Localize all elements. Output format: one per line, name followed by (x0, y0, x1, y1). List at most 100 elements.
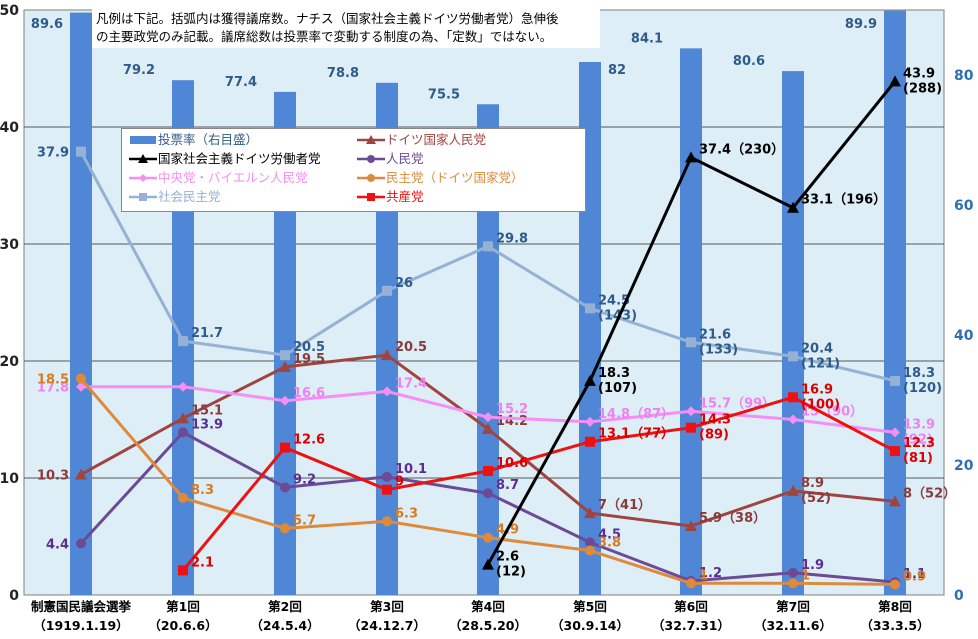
right-axis-tick-label: 40 (954, 328, 974, 344)
series-4-data-label: 18.5 (37, 373, 69, 388)
legend-symbol (357, 135, 385, 144)
series-2-data-label: 15.2 (496, 402, 528, 417)
series-2-point (178, 381, 188, 392)
turnout-bar-label: 79.2 (123, 63, 155, 78)
turnout-bar-label: 75.5 (428, 87, 460, 102)
category-date-label: （24.5.4） (250, 618, 319, 633)
left-axis-tick-label: 40 (0, 120, 19, 136)
category-label: 制憲国民議会選挙 (31, 599, 132, 614)
legend-label: 社会民主党 (158, 189, 221, 204)
legend-item: 国家社会主義ドイツ労働者党 (128, 150, 321, 167)
legend-label: 人民党 (386, 151, 424, 166)
left-axis-tick-label: 20 (0, 354, 19, 370)
series-0-data-label: (121) (801, 356, 840, 371)
series-4-point (788, 578, 798, 589)
series-2-point (76, 381, 86, 392)
legend-label: 中央党・バイエルン人民党 (158, 170, 308, 185)
series-2-data-label: 13.9 (903, 417, 935, 432)
series-6-point (685, 151, 697, 163)
legend-symbol (129, 193, 157, 201)
series-3-point (382, 471, 392, 482)
note-line-2: の主要政党のみ記載。議席総数は投票率で変動する制度の為、「定数」ではない。 (96, 29, 553, 44)
series-0-point (890, 375, 900, 386)
series-6-data-label: 33.1（196） (801, 192, 886, 208)
right-axis-tick-label: 20 (954, 458, 974, 474)
series-2-point (280, 395, 290, 406)
legend-label: 国家社会主義ドイツ労働者党 (158, 151, 321, 166)
series-0-point (178, 336, 188, 347)
series-5-data-label: 2.1 (191, 555, 214, 570)
category-label: 第2回 (268, 599, 302, 614)
series-1-data-label: 7（41） (598, 497, 651, 513)
series-0-point (585, 303, 595, 314)
category-label: 第7回 (776, 599, 810, 614)
series-1-point (584, 507, 596, 519)
series-0-point (483, 241, 493, 252)
turnout-bar-label: 77.4 (225, 75, 257, 90)
category-date-label: （33.3.5） (860, 618, 929, 633)
turnout-bar (274, 91, 296, 596)
turnout-bar-label: 89.6 (31, 17, 63, 32)
category-label: 第6回 (674, 599, 708, 614)
series-5-line (181, 395, 896, 572)
series-2-data-label: 17.4 (395, 376, 427, 391)
series-3-data-label: 13.9 (191, 417, 223, 432)
note-line-1: 凡例は下記。括弧内は獲得議席数。ナチス（国家社会主義ドイツ労働者党）急伸後 (96, 11, 559, 26)
series-1-point (685, 519, 697, 531)
turnout-bar-label: 78.8 (327, 66, 359, 81)
series-0-point (76, 146, 86, 157)
series-2-data-label: (92) (903, 432, 933, 447)
series-0-data-label: 18.3 (903, 366, 935, 381)
series-2-point (788, 414, 798, 425)
legend-item: 中央党・バイエルン人民党 (128, 169, 308, 186)
left-axis-tick-label: 10 (0, 471, 19, 487)
series-3-point (483, 488, 493, 499)
series-3-point (585, 537, 595, 548)
series-1-point (279, 360, 291, 372)
series-3-point (178, 427, 188, 438)
series-2-point (483, 412, 493, 423)
series-0-data-label: 20.5 (293, 340, 325, 355)
series-0-data-label: 26 (395, 276, 413, 291)
category-label: 第3回 (370, 599, 404, 614)
series-4-point (585, 545, 595, 556)
series-5-data-label: 12.6 (293, 433, 325, 448)
series-5-data-label: 13.1（77） (598, 426, 674, 442)
series-3-data-label: 1.9 (801, 558, 824, 573)
right-axis-tick-label: 80 (954, 68, 974, 84)
right-axis-tick-label: 0 (954, 588, 964, 604)
series-3-point (280, 482, 290, 493)
series-6-point (584, 374, 596, 386)
turnout-bar-label: 89.9 (845, 17, 877, 32)
series-4-data-label: 0.9 (903, 569, 926, 584)
turnout-bar-label: 82 (608, 63, 626, 78)
series-5-point (178, 565, 188, 576)
series-3-point (788, 567, 798, 578)
series-1-point (381, 349, 393, 361)
series-1-data-label: (52) (801, 491, 831, 506)
series-5-data-label: 9 (395, 475, 404, 490)
series-6-point (889, 75, 901, 87)
chart-note: 凡例は下記。括弧内は獲得議席数。ナチス（国家社会主義ドイツ労働者党）急伸後 の主… (92, 8, 600, 48)
turnout-bar-label: 80.6 (733, 54, 765, 69)
series-1-data-label: 8（52） (903, 485, 956, 501)
legend-item: 社会民主党 (128, 188, 221, 205)
left-axis-tick-label: 50 (0, 3, 19, 19)
right-axis-tick-label: 60 (954, 198, 974, 214)
series-6-point (482, 558, 494, 570)
series-2-data-label: 16.6 (293, 386, 325, 401)
legend-item: 共産党 (356, 188, 424, 205)
series-0-data-label: 21.6 (699, 327, 731, 342)
series-2-data-label: 17.8 (37, 381, 69, 396)
series-5-point (483, 465, 493, 476)
series-5-data-label: 12.3 (903, 436, 935, 451)
legend-item: 人民党 (356, 150, 424, 167)
series-3-data-label: 10.1 (395, 462, 427, 477)
category-label: 第8回 (878, 599, 912, 614)
turnout-bar (884, 10, 906, 595)
series-6-data-label: (288) (903, 81, 942, 96)
series-4-data-label: 6.3 (395, 506, 418, 521)
turnout-bar (782, 71, 804, 596)
series-5-data-label: 16.9 (801, 382, 833, 397)
